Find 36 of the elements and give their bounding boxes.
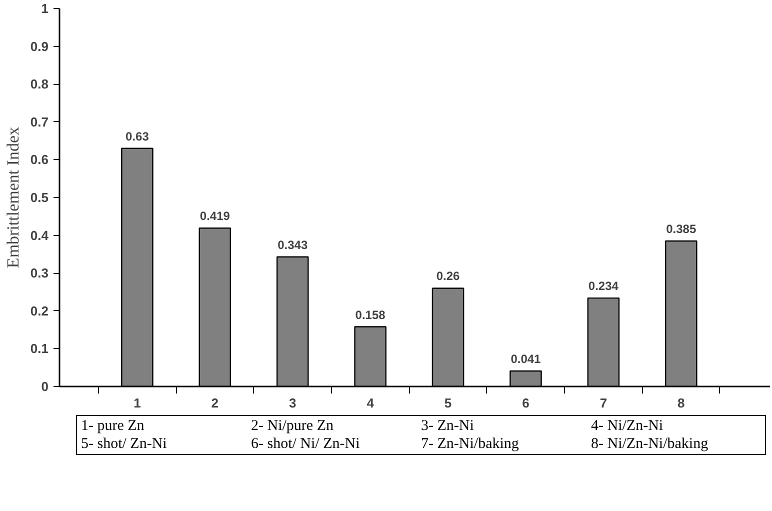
- text: 2- Ni/pure Zn: [251, 417, 334, 435]
- text: 8- Ni/Zn-Ni/baking: [591, 435, 710, 453]
- text: 3- Zn-Ni: [421, 417, 475, 435]
- text: 1- pure Zn: [81, 417, 146, 435]
- text: 4- Ni/Zn-Ni: [591, 417, 664, 435]
- data-label: 0.26: [436, 269, 460, 284]
- text: 7- Zn-Ni/baking: [421, 435, 520, 453]
- data-label: 0.041: [510, 352, 542, 366]
- y-tick-label: 0.8: [30, 76, 49, 92]
- data-label: 0.419: [200, 209, 230, 224]
- y-tick-label: 0.5: [30, 190, 49, 205]
- y-tick-label: 0.2: [30, 303, 49, 318]
- y-tick-label: 0: [41, 379, 49, 394]
- x-tick-label: 7: [600, 396, 608, 410]
- x-tick-label: 2: [211, 396, 219, 410]
- data-label: 0.385: [666, 222, 696, 236]
- x-tick-label: 1: [134, 396, 141, 410]
- y-tick-label: 0.7: [30, 114, 49, 130]
- data-label: 0.63: [126, 129, 150, 144]
- y-tick-label: 0.4: [30, 228, 50, 243]
- y-tick-label: 0.3: [30, 266, 49, 281]
- y-tick-label: 0.9: [30, 38, 49, 54]
- y-tick-label: 0.1: [30, 341, 49, 356]
- y-tick-label: 0.6: [30, 152, 49, 168]
- data-label: 0.343: [278, 238, 308, 252]
- x-tick-label: 6: [522, 396, 530, 410]
- text: 5- shot/ Zn-Ni: [81, 435, 168, 453]
- y-tick-label: 1: [41, 1, 49, 16]
- x-tick-label: 8: [678, 396, 685, 410]
- y-axis-title: Embrittlement Index: [3, 126, 22, 268]
- data-label: 0.234: [588, 279, 619, 294]
- data-label: 0.158: [355, 308, 386, 322]
- x-tick-label: 4: [366, 396, 375, 410]
- x-tick-label: 3: [289, 396, 296, 410]
- x-tick-label: 5: [444, 396, 452, 410]
- text: 6- shot/ Ni/ Zn-Ni: [251, 435, 361, 453]
